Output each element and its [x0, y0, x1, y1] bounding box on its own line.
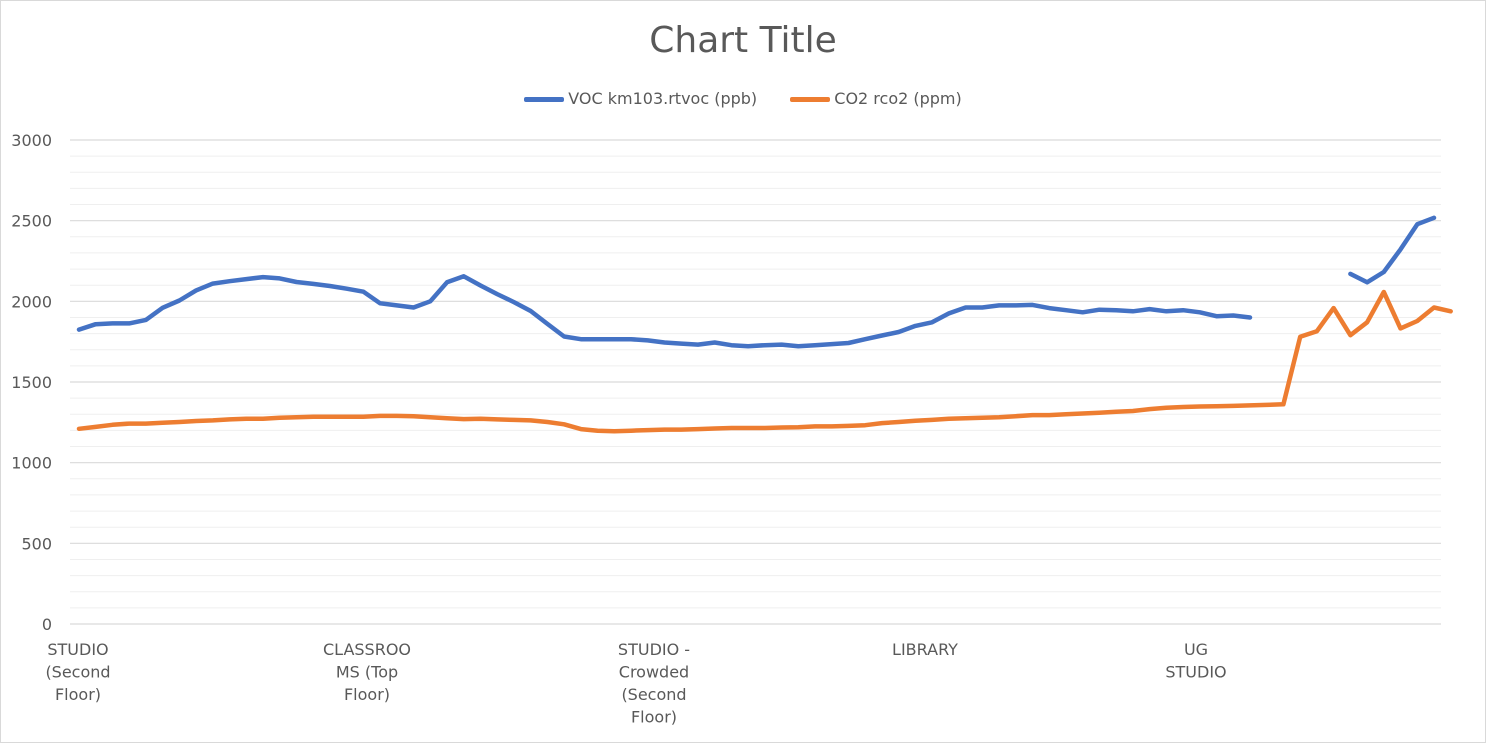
- chart-title: Chart Title: [649, 20, 837, 61]
- x-category-label: LIBRARY: [892, 640, 958, 659]
- legend-label-co2: CO2 rco2 (ppm): [834, 89, 962, 108]
- y-tick-label: 2500: [11, 212, 52, 231]
- legend-swatch-voc: [524, 97, 565, 102]
- x-category-label: UG STUDIO: [1165, 640, 1226, 682]
- x-category-label: CLASSROO MS (Top Floor): [323, 640, 411, 704]
- y-tick-label: 1500: [11, 373, 52, 392]
- y-tick-label: 3000: [11, 131, 52, 150]
- y-tick-label: 0: [42, 615, 52, 634]
- legend-swatch-co2: [790, 97, 831, 102]
- y-tick-label: 1000: [11, 454, 52, 473]
- series-line-segment: [76, 274, 1253, 349]
- x-category-label: STUDIO -Crowded (Second Floor): [618, 640, 690, 727]
- x-category-label: STUDIO (Second Floor): [45, 640, 110, 704]
- legend-label-voc: VOC km103.rtvoc (ppb): [568, 89, 758, 108]
- series-line-segment: [76, 289, 1453, 434]
- y-tick-label: 500: [21, 534, 52, 553]
- series-co2: [76, 289, 1453, 434]
- gridlines: [70, 139, 1441, 625]
- legend-item-voc[interactable]: VOC km103.rtvoc (ppb): [524, 89, 757, 108]
- series-lines: [76, 215, 1453, 434]
- y-tick-label: 2000: [11, 292, 52, 311]
- y-axis-tick-labels: 0 500 1000 1500 2000 2500 3000: [11, 131, 52, 634]
- series-voc: [76, 215, 1437, 349]
- series-line-segment: [1348, 215, 1437, 285]
- x-axis-category-labels: STUDIO (Second Floor) CLASSROO MS (Top Floor)…: [45, 640, 1226, 727]
- legend-item-co2[interactable]: CO2 rco2 (ppm): [790, 89, 962, 108]
- legend: VOC km103.rtvoc (ppb) CO2 rco2 (ppm): [0, 88, 1486, 108]
